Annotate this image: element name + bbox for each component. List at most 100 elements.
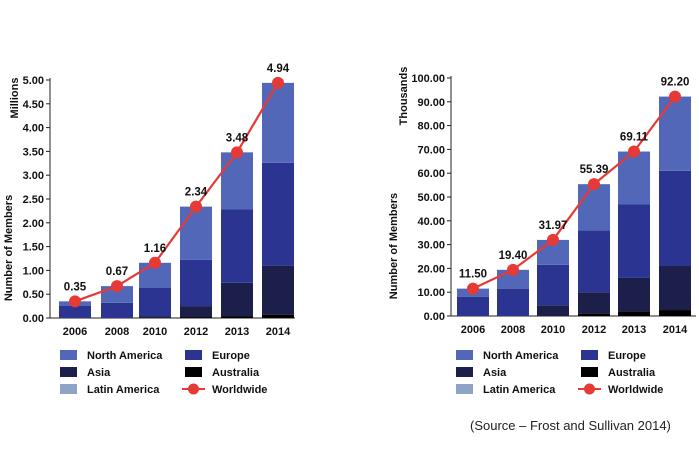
worldwide-marker bbox=[547, 233, 559, 246]
legend-label: Latin America bbox=[87, 384, 160, 396]
bar-segment-europe bbox=[139, 288, 171, 317]
bar-segment-europe bbox=[59, 305, 91, 318]
bar-segment-europe bbox=[180, 259, 212, 307]
legend: North America Europe Asia Australia Latin Am… bbox=[456, 350, 663, 396]
legend-label: Latin America bbox=[483, 384, 556, 396]
worldwide-line bbox=[472, 95, 676, 290]
worldwide-marker bbox=[231, 146, 243, 159]
bar-segment-europe bbox=[221, 209, 253, 283]
legend-label: Australia bbox=[608, 367, 656, 379]
y-tick-label: 80.00 bbox=[417, 121, 445, 133]
y-tick-label: 10.00 bbox=[417, 287, 445, 299]
y-tick-label: 1.50 bbox=[23, 242, 44, 254]
data-label: 3.48 bbox=[226, 132, 249, 144]
bar-segment-north-america bbox=[101, 286, 133, 303]
bar-segment-australia bbox=[262, 314, 294, 318]
data-label: 4.94 bbox=[267, 63, 290, 75]
worldwide-line bbox=[74, 82, 279, 303]
worldwide-marker bbox=[111, 280, 123, 293]
y-tick-label: 20.00 bbox=[417, 263, 445, 275]
bar-segment-europe bbox=[497, 288, 529, 316]
data-label: 31.97 bbox=[539, 220, 568, 232]
x-tick-label: 2012 bbox=[582, 324, 606, 336]
legend-swatch-latin-america bbox=[60, 384, 77, 394]
x-tick-label: 2008 bbox=[105, 326, 129, 338]
legend-label: Europe bbox=[608, 350, 646, 362]
legend-swatch-latin-america bbox=[456, 384, 473, 394]
data-label: 92.20 bbox=[661, 77, 690, 89]
legend-label: Worldwide bbox=[608, 384, 663, 396]
legend-swatch-worldwide-marker bbox=[188, 383, 199, 395]
y-tick-label: 1.00 bbox=[23, 265, 44, 277]
bar-segment-australia bbox=[180, 317, 212, 318]
bar-segment-europe bbox=[262, 162, 294, 266]
bar-segment-europe bbox=[578, 230, 610, 293]
worldwide-marker bbox=[588, 178, 600, 191]
data-label: 0.67 bbox=[106, 266, 128, 278]
data-label: 2.34 bbox=[185, 187, 208, 199]
x-tick-label: 2006 bbox=[63, 326, 87, 338]
legend: North America Europe Asia Australia Latin Am… bbox=[60, 350, 267, 396]
worldwide-marker bbox=[69, 295, 81, 308]
legend-label: Asia bbox=[483, 367, 507, 379]
legend-label: Asia bbox=[87, 367, 111, 379]
bar-segment-europe bbox=[618, 204, 650, 278]
y-axis-label: Number of Members bbox=[3, 195, 15, 301]
y-tick-label: 3.00 bbox=[23, 170, 44, 182]
x-tick-label: 2010 bbox=[143, 326, 167, 338]
bar-segment-asia bbox=[537, 305, 569, 316]
legend-label: Worldwide bbox=[212, 384, 267, 396]
legend-swatch-asia bbox=[456, 367, 473, 377]
bar-segment-asia bbox=[221, 282, 253, 317]
worldwide-marker bbox=[190, 200, 202, 213]
y-tick-label: 3.50 bbox=[23, 146, 44, 158]
bar-segment-asia bbox=[618, 277, 650, 312]
legend-label: North America bbox=[87, 350, 163, 362]
legend-swatch-australia bbox=[581, 367, 598, 377]
worldwide-marker bbox=[628, 145, 640, 158]
x-tick-label: 2013 bbox=[225, 326, 249, 338]
worldwide-marker bbox=[507, 263, 519, 276]
worldwide-marker bbox=[272, 76, 284, 89]
source-note: (Source – Frost and Sullivan 2014) bbox=[470, 418, 671, 433]
bar-segment-asia bbox=[139, 316, 171, 318]
bar-segment-north-america bbox=[578, 184, 610, 231]
y-tick-label: 4.00 bbox=[23, 123, 44, 135]
y-tick-label: 40.00 bbox=[417, 216, 445, 228]
y-tick-label: 2.50 bbox=[23, 194, 44, 206]
unit-label: Thousands bbox=[398, 67, 410, 126]
x-tick-label: 2012 bbox=[184, 326, 208, 338]
chart-2: 0.00 10.00 20.00 30.00 40.00 50.00 60.00 70.00 8… bbox=[388, 67, 696, 396]
bar-segment-asia bbox=[180, 306, 212, 318]
bar-segment-north-america bbox=[180, 206, 212, 260]
bar-segment-north-america bbox=[221, 152, 253, 210]
bar-segment-europe bbox=[457, 296, 489, 316]
bar-segment-europe bbox=[659, 170, 691, 267]
worldwide-marker bbox=[149, 256, 161, 269]
worldwide-marker bbox=[467, 282, 479, 295]
legend-swatch-europe bbox=[185, 350, 202, 360]
y-tick-label: 60.00 bbox=[417, 168, 445, 180]
y-tick-label: 0.00 bbox=[424, 311, 445, 323]
legend-label: North America bbox=[483, 350, 559, 362]
legend-swatch-australia bbox=[185, 367, 202, 377]
bar-segment-australia bbox=[659, 310, 691, 316]
data-label: 11.50 bbox=[459, 269, 487, 281]
y-tick-label: 0.00 bbox=[23, 313, 44, 325]
bar-segment-europe bbox=[101, 302, 133, 318]
worldwide-marker bbox=[669, 90, 681, 103]
y-axis-label: Number of Members bbox=[388, 193, 400, 299]
y-tick-label: 30.00 bbox=[417, 240, 445, 252]
legend-label: Australia bbox=[212, 367, 260, 379]
legend-label: Europe bbox=[212, 350, 250, 362]
data-label: 19.40 bbox=[499, 250, 528, 262]
bar-segment-australia bbox=[578, 313, 610, 316]
unit-label: Millions bbox=[9, 78, 21, 119]
legend-swatch-asia bbox=[60, 367, 77, 377]
bar-segment-australia bbox=[221, 316, 253, 318]
y-tick-label: 5.00 bbox=[23, 75, 44, 87]
y-tick-label: 0.50 bbox=[23, 289, 44, 301]
chart-1: 0.00 0.50 1.00 1.50 2.00 2.50 3.00 3.50 4.00 4.50… bbox=[3, 63, 295, 396]
y-tick-label: 70.00 bbox=[417, 144, 445, 156]
bar-segment-australia bbox=[618, 311, 650, 316]
